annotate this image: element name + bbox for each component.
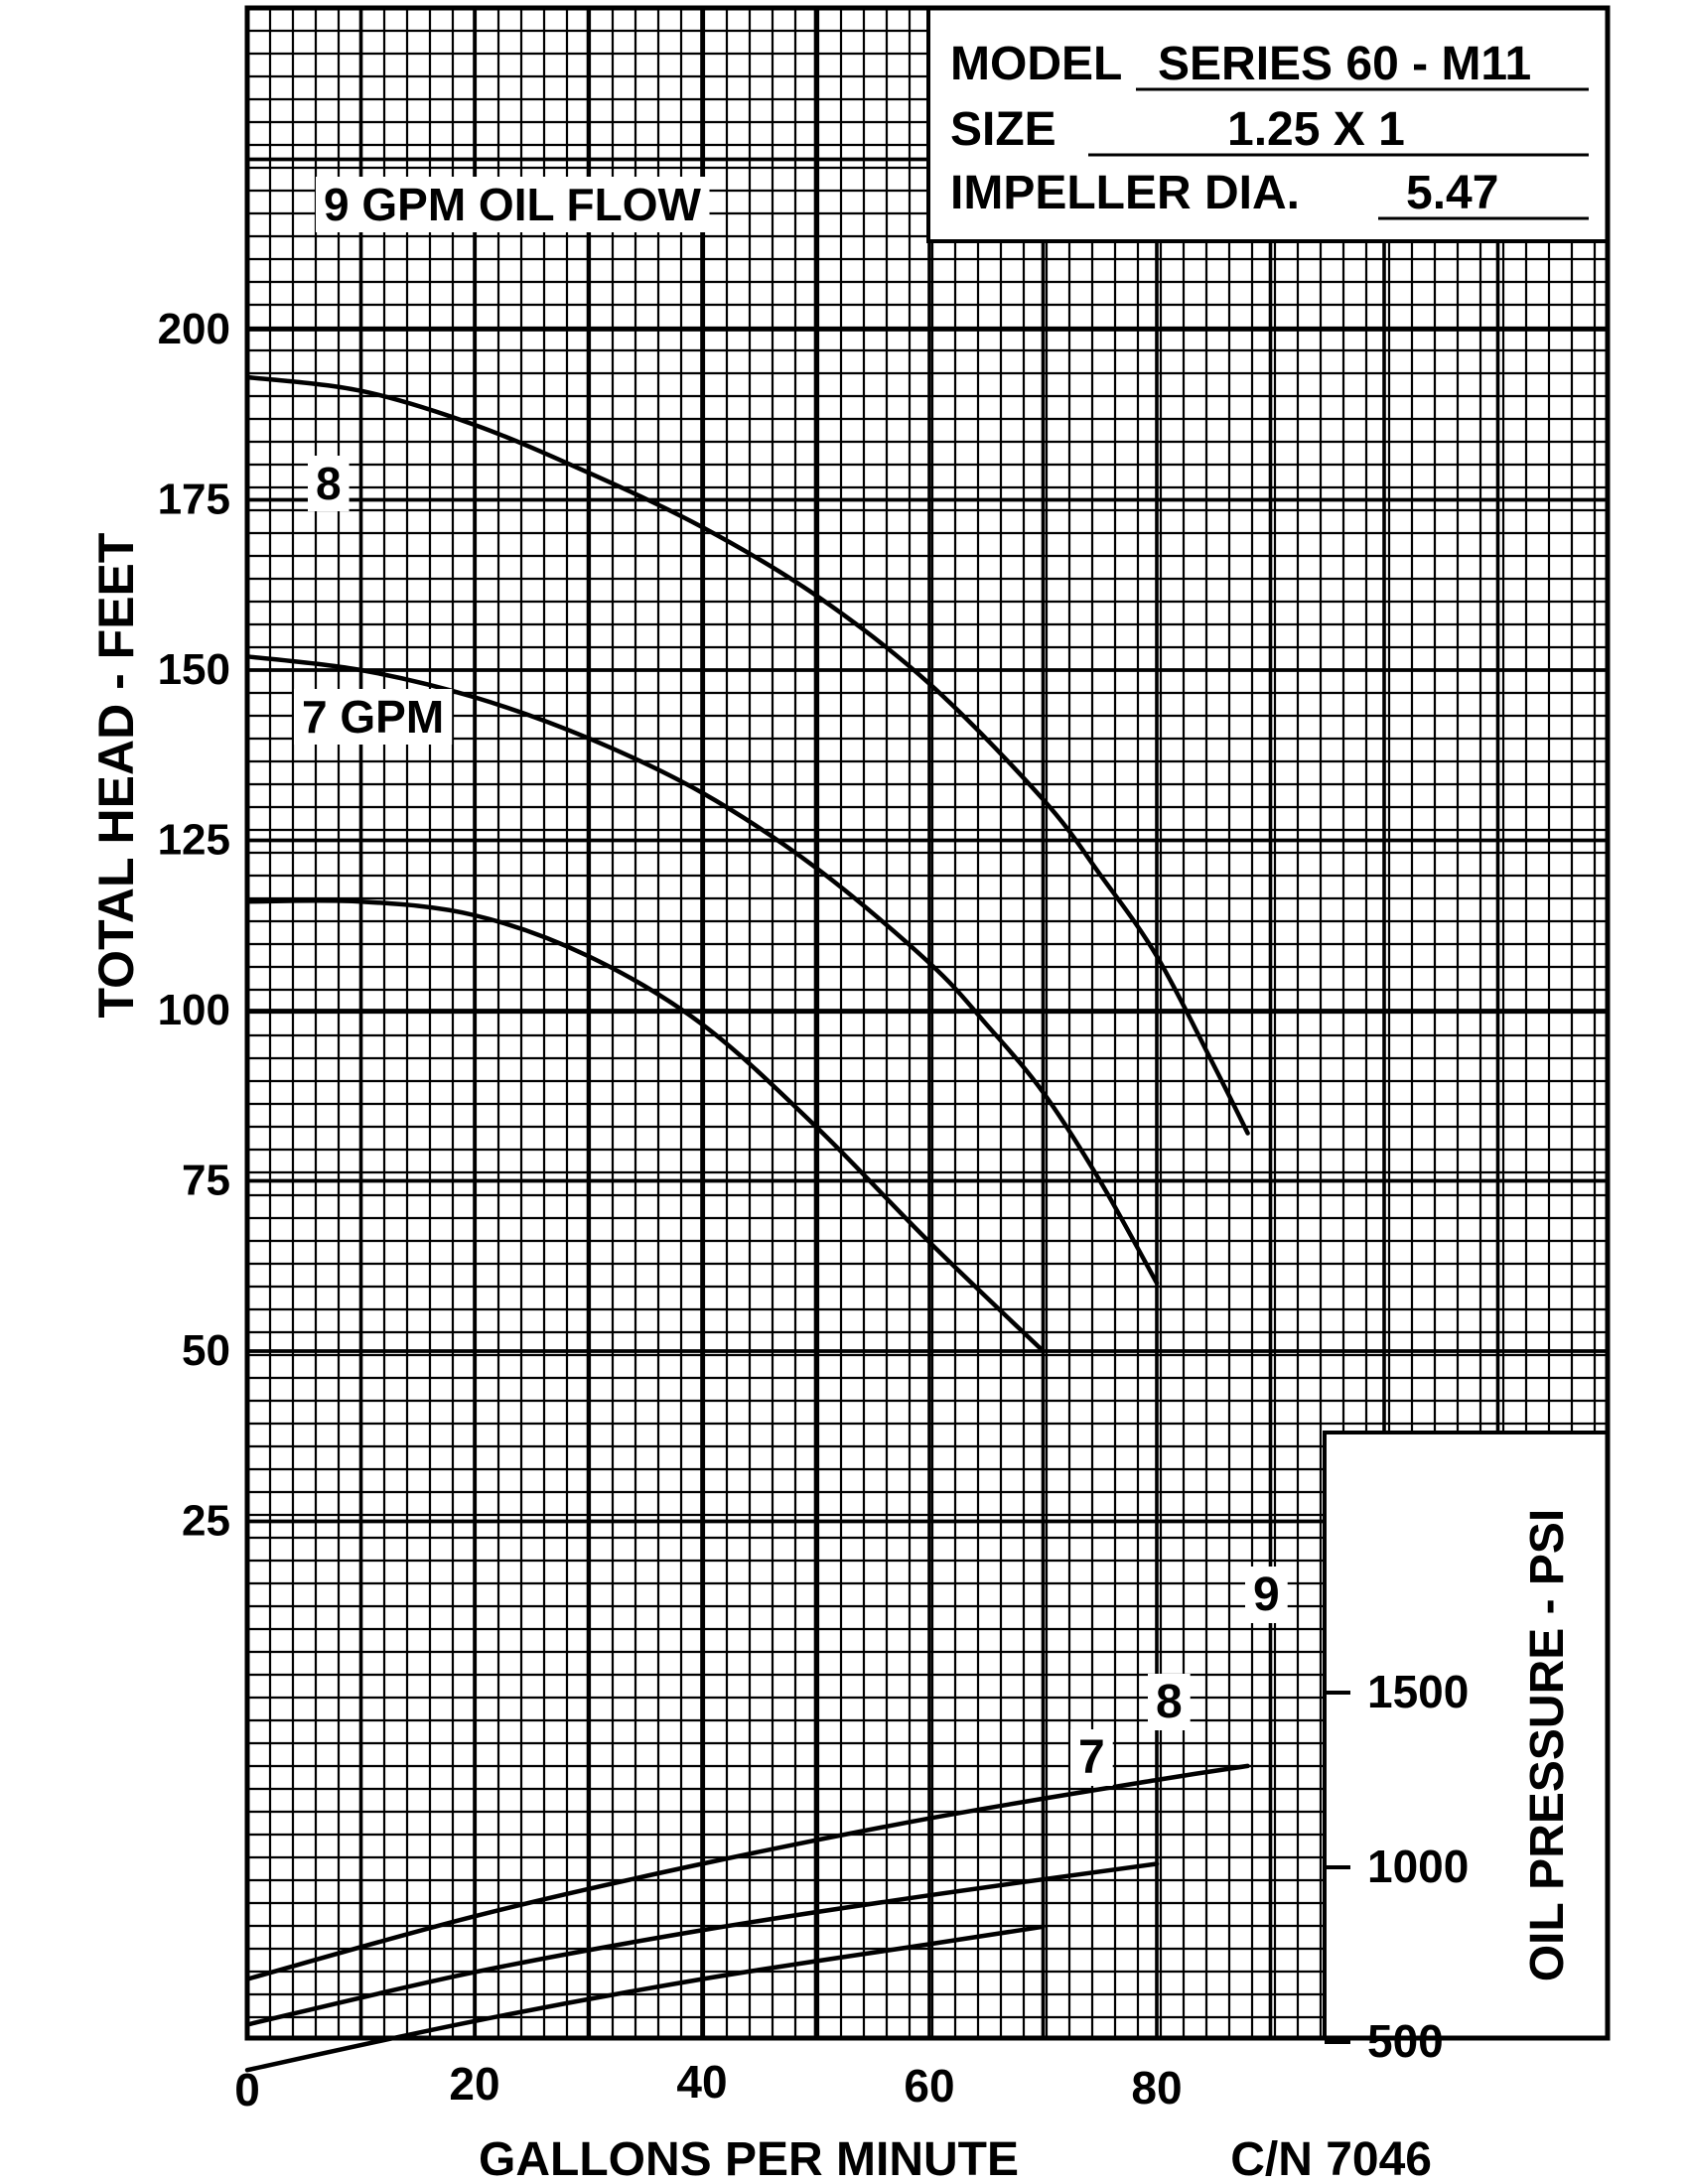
x-axis-title: GALLONS PER MINUTE [479, 2133, 1019, 2184]
pressure-curve-label-9-background [1245, 1567, 1288, 1623]
x-tick-label: 0 [234, 2064, 260, 2116]
curve-label-8gpm-background [308, 456, 350, 511]
pump-curves [244, 374, 1250, 2073]
size-label: SIZE [950, 103, 1056, 156]
major-gridlines [247, 8, 1608, 2038]
pressure-tick-label: 1500 [1367, 1666, 1469, 1717]
x-tick-label: 60 [904, 2060, 954, 2112]
pressure-axis-title: OIL PRESSURE - PSI [1521, 1509, 1574, 1982]
curve-label-7gpm-background [294, 689, 453, 745]
curve-label-9gpm-background [316, 177, 710, 232]
pressure-curve-label-8: 8 [1156, 1676, 1183, 1728]
size-value: 1.25 X 1 [1227, 103, 1405, 156]
pressure-tick-label: 500 [1367, 2015, 1444, 2067]
y-tick-label: 175 [158, 476, 230, 524]
model-value: SERIES 60 - M11 [1158, 38, 1531, 90]
y-tick-label: 125 [158, 816, 230, 865]
info-box: MODEL SERIES 60 - M11 SIZE 1.25 X 1 IMPELLER… [926, 6, 1610, 243]
y-axis-title: TOTAL HEAD - FEET [88, 533, 144, 1019]
head-curve-2 [244, 897, 1046, 1354]
oil-pressure-panel: 1500 1000 500 OIL PRESSURE - PSI [1323, 1431, 1610, 2067]
x-tick-label: 40 [676, 2056, 727, 2108]
x-tick-label: 80 [1131, 2062, 1182, 2114]
impeller-label: IMPELLER DIA. [950, 167, 1300, 219]
y-tick-label: 150 [158, 645, 230, 694]
y-tick-label: 25 [182, 1497, 230, 1546]
x-tick-label: 20 [449, 2058, 499, 2110]
pressure-curve-label-8-background [1148, 1674, 1191, 1730]
y-tick-label: 200 [158, 305, 230, 353]
pressure-curve-label-7-background [1070, 1729, 1113, 1786]
y-tick-label: 100 [158, 986, 230, 1034]
y-tick-label: 75 [182, 1157, 230, 1205]
pressure-panel-frame [1323, 1431, 1610, 2040]
curve-label-9gpm: 9 GPM OIL FLOW [324, 179, 702, 230]
pressure-curve-0 [244, 1763, 1250, 1981]
curve-label-7gpm: 7 GPM [302, 691, 444, 743]
impeller-value: 5.47 [1406, 167, 1498, 219]
y-tick-label: 50 [182, 1326, 230, 1375]
curve-label-8gpm: 8 [316, 458, 342, 509]
pressure-curve-label-7: 7 [1078, 1731, 1105, 1784]
head-curve-0 [244, 374, 1250, 1136]
pressure-tick-label: 1000 [1367, 1841, 1469, 1892]
pressure-curve-label-9: 9 [1253, 1569, 1280, 1621]
catalog-number: C/N 7046 [1230, 2133, 1432, 2184]
chart-labels: 200 175 150 125 100 75 50 25 0 20 40 60 80 GALLONS PE… [88, 177, 1432, 2184]
pressure-curve-1 [244, 1861, 1160, 2027]
plot-frame [244, 5, 1611, 2041]
model-label: MODEL [950, 38, 1122, 90]
